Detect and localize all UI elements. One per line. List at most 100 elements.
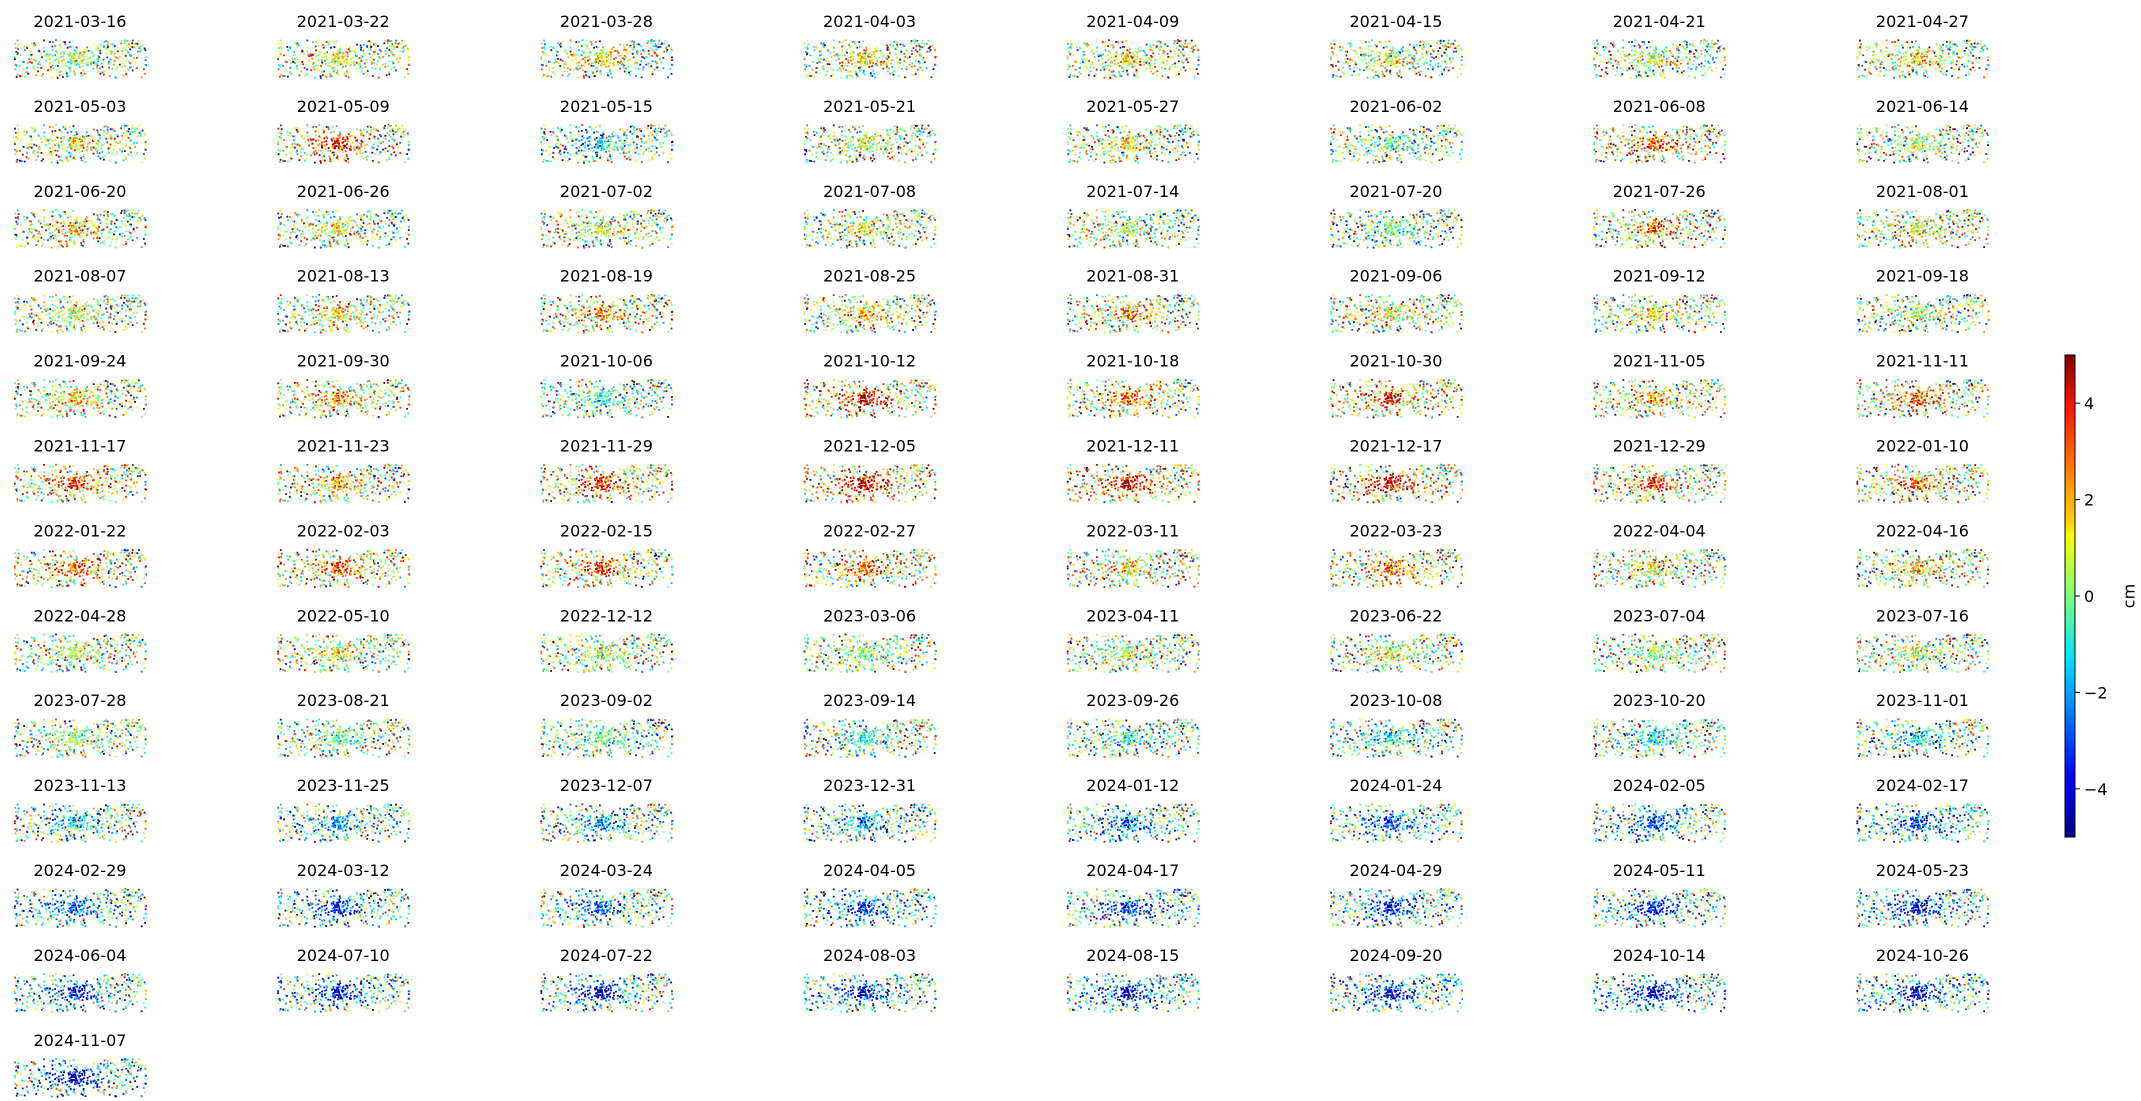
data-point (79, 144, 82, 147)
data-point (350, 49, 353, 52)
data-point (58, 146, 60, 149)
data-point (16, 39, 19, 42)
data-point (279, 53, 282, 56)
data-point (918, 129, 921, 132)
data-point (632, 56, 635, 59)
data-point (619, 128, 622, 131)
data-point (14, 47, 17, 49)
data-point (1975, 46, 1978, 48)
data-point (15, 150, 18, 153)
data-point (1686, 41, 1688, 44)
data-point (671, 144, 673, 146)
data-point (1184, 154, 1187, 157)
data-point (132, 58, 135, 61)
data-point (873, 55, 876, 58)
data-point (69, 45, 72, 48)
data-point (1099, 138, 1102, 141)
data-point (340, 140, 343, 143)
data-point (1689, 53, 1692, 56)
data-point (541, 51, 544, 53)
data-point (655, 129, 657, 132)
data-point (103, 40, 106, 43)
data-point (1111, 159, 1114, 161)
data-point (1067, 132, 1070, 134)
data-point (1633, 45, 1636, 47)
data-point (1398, 58, 1401, 61)
data-point (330, 138, 333, 141)
data-point (1126, 154, 1128, 157)
data-point (315, 41, 317, 43)
data-point (888, 49, 891, 52)
data-point (1351, 59, 1354, 62)
data-point (818, 145, 821, 148)
data-point (1965, 74, 1967, 77)
data-point (869, 136, 871, 139)
data-point (1605, 47, 1608, 49)
data-point (858, 151, 860, 154)
data-point (278, 135, 281, 138)
data-point (286, 146, 288, 148)
data-point (300, 151, 302, 154)
data-point (916, 40, 919, 42)
data-point (389, 129, 391, 132)
data-point (356, 128, 358, 131)
data-point (635, 75, 637, 77)
data-point (852, 137, 855, 140)
data-point (1197, 141, 1200, 144)
data-point (1345, 60, 1347, 63)
data-point (670, 47, 672, 50)
data-point (131, 69, 134, 72)
data-point (1859, 39, 1861, 42)
data-point (1671, 67, 1674, 70)
data-point (346, 140, 349, 143)
data-point (1666, 63, 1668, 66)
data-point (1882, 52, 1885, 55)
data-point (397, 61, 400, 64)
data-point (58, 61, 60, 64)
data-point (109, 43, 112, 46)
data-point (1977, 42, 1979, 45)
data-point (1397, 50, 1400, 53)
data-point (90, 134, 92, 137)
data-point (1967, 71, 1970, 74)
data-point (1929, 58, 1931, 60)
data-point (398, 127, 400, 130)
data-point (392, 147, 395, 150)
data-point (1096, 50, 1098, 53)
data-point (355, 146, 358, 149)
data-point (332, 137, 335, 139)
data-point (1432, 66, 1435, 69)
data-point (323, 59, 326, 62)
data-point (399, 42, 402, 45)
data-point (72, 125, 75, 128)
data-point (1629, 66, 1631, 68)
data-point (1958, 68, 1960, 71)
data-point (289, 47, 292, 49)
data-point (121, 125, 123, 127)
data-point (1963, 53, 1966, 55)
data-point (345, 62, 348, 64)
data-point (574, 142, 577, 145)
data-point (338, 131, 341, 134)
data-point (362, 137, 365, 140)
data-point (1390, 73, 1392, 76)
data-point (631, 125, 634, 127)
data-point (598, 140, 600, 143)
data-point (1915, 72, 1917, 74)
data-point (1916, 64, 1919, 67)
data-point (301, 145, 304, 148)
data-point (394, 42, 397, 45)
data-point (341, 53, 344, 55)
data-point (825, 59, 827, 62)
data-point (653, 45, 656, 48)
data-point (1073, 75, 1076, 78)
data-point (897, 151, 900, 154)
data-point (59, 155, 62, 158)
data-point (603, 147, 605, 150)
data-point (1174, 147, 1176, 150)
data-point (1335, 64, 1337, 67)
data-point (1134, 75, 1137, 77)
data-point (1174, 62, 1176, 65)
data-point (1178, 134, 1180, 136)
data-point (1166, 45, 1169, 47)
